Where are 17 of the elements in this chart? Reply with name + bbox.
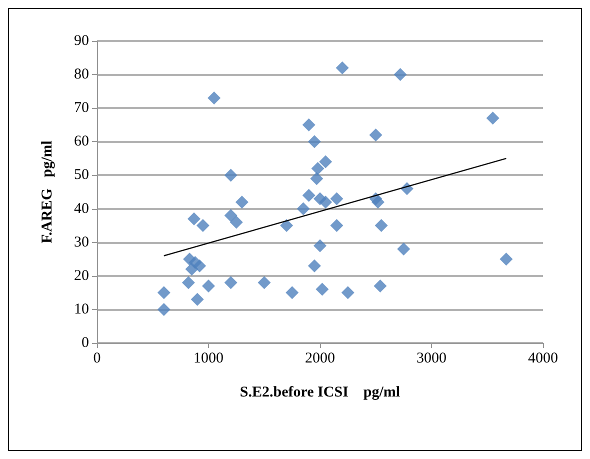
y-tick-label: 10 xyxy=(74,301,89,318)
y-axis-title: F.AREG pg/ml xyxy=(40,140,56,244)
x-tick-label: 4000 xyxy=(528,350,558,366)
x-tick-label: 3000 xyxy=(416,350,446,366)
y-tick-label: 90 xyxy=(74,33,89,49)
y-tick-label: 50 xyxy=(74,167,89,184)
x-axis-title: S.E2.before ICSI pg/ml xyxy=(240,384,400,400)
y-tick-label: 80 xyxy=(74,66,89,83)
y-tick-label: 0 xyxy=(82,335,89,351)
x-tick-label: 0 xyxy=(93,350,101,366)
y-tick-label: 60 xyxy=(74,134,89,150)
y-tick-label: 70 xyxy=(74,100,89,116)
y-tick-label: 40 xyxy=(74,200,89,217)
x-tick-label: 1000 xyxy=(194,350,224,366)
y-tick-label: 30 xyxy=(74,234,89,250)
y-tick-label: 20 xyxy=(74,268,89,284)
x-tick-label: 2000 xyxy=(305,350,335,366)
